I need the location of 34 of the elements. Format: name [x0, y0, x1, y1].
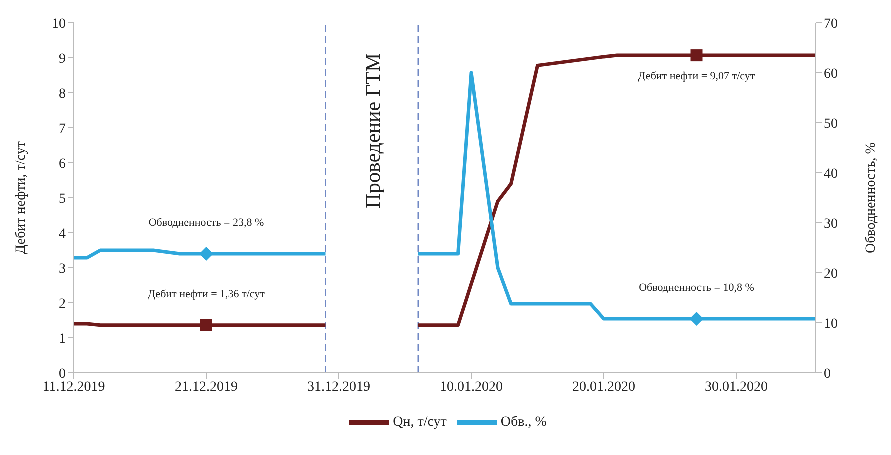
- y2-tick-label: 0: [824, 366, 831, 382]
- x-tick-label: 10.01.2020: [440, 380, 503, 395]
- y-axis-title: Дебит нефти, т/сут: [14, 142, 29, 254]
- x-tick-label: 30.01.2020: [705, 380, 768, 395]
- y-tick-label: 1: [59, 332, 66, 347]
- y-tick-label: 2: [59, 296, 66, 312]
- x-tick-label: 31.12.2019: [308, 380, 370, 395]
- y-tick-label: 0: [59, 366, 66, 382]
- y-tick-label: 7: [59, 122, 66, 137]
- x-tick-label: 11.12.2019: [42, 380, 106, 395]
- y-tick-label: 10: [52, 16, 66, 32]
- y-tick-label: 4: [59, 226, 66, 242]
- x-tick-label: 21.12.2019: [175, 380, 238, 395]
- legend-label: Обв., %: [500, 415, 547, 430]
- data-label: Обводненность = 23,8 %: [148, 217, 264, 229]
- y2-tick-label: 50: [824, 116, 838, 132]
- data-label: Дебит нефти = 1,36 т/сут: [148, 288, 266, 300]
- annotation: Проведение ГТМ: [361, 52, 386, 209]
- legend-label: Qн, т/сут: [393, 415, 447, 430]
- y-tick-label: 9: [59, 52, 66, 67]
- y2-tick-label: 20: [824, 266, 838, 282]
- y2-tick-label: 40: [824, 166, 838, 182]
- y2-tick-label: 10: [824, 316, 838, 332]
- y-tick-label: 6: [59, 156, 66, 172]
- x-tick-label: 20.01.2020: [572, 380, 636, 395]
- y-tick-label: 8: [59, 86, 66, 102]
- y2-tick-label: 60: [824, 66, 838, 82]
- data-label: Обводненность = 10,8 %: [639, 282, 754, 294]
- y-tick-label: 3: [59, 262, 66, 277]
- y2-tick-label: 30: [824, 216, 838, 232]
- y2-axis-title: Обводненность, %: [864, 142, 879, 254]
- y2-tick-label: 70: [824, 16, 838, 32]
- y-tick-label: 5: [59, 192, 66, 207]
- data-label: Дебит нефти = 9,07 т/сут: [638, 70, 756, 83]
